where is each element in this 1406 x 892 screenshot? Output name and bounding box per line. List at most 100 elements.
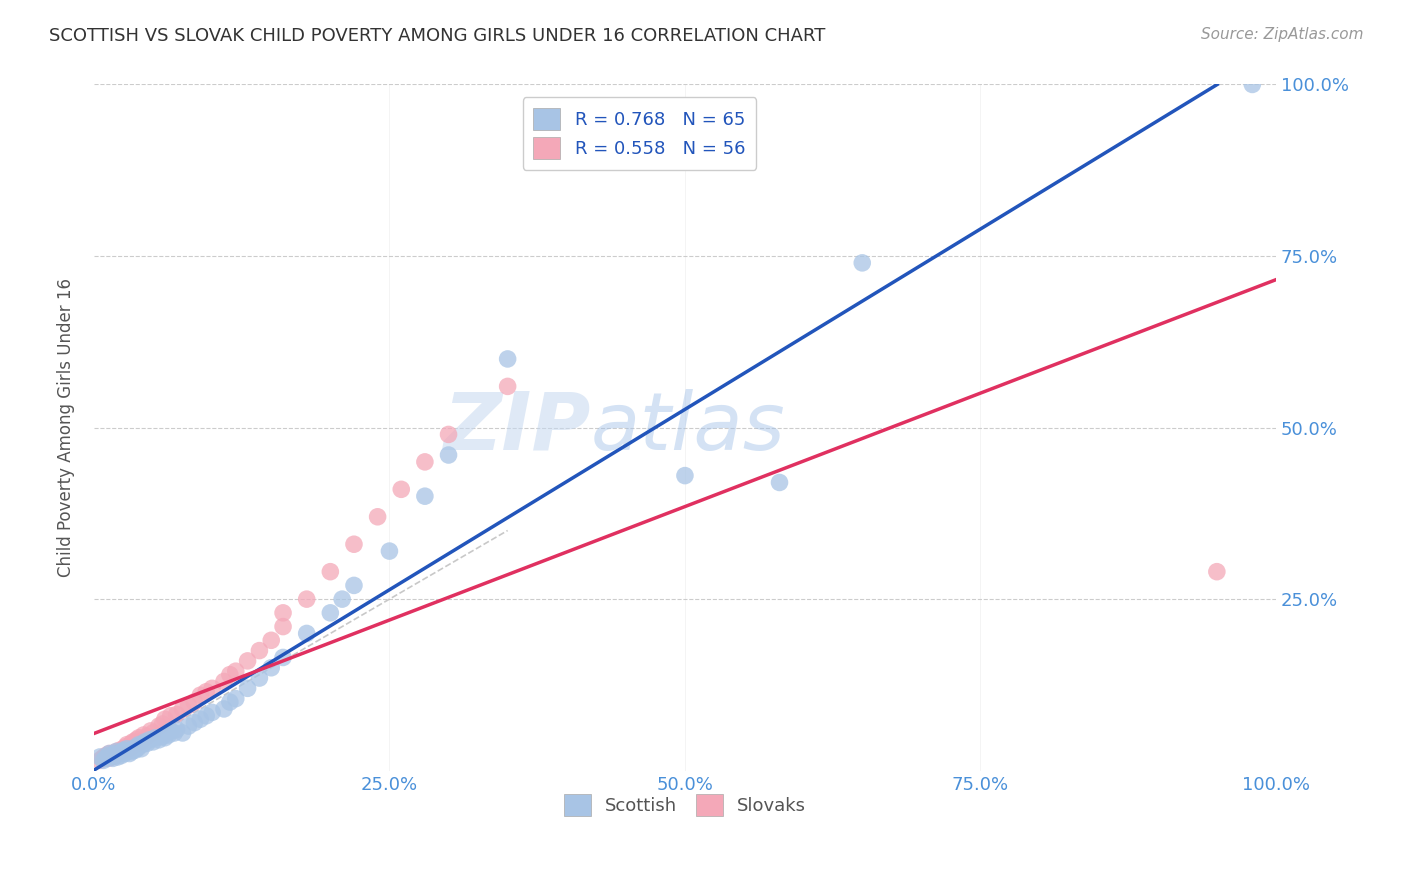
Point — [236, 654, 259, 668]
Point — [101, 747, 124, 761]
Point — [413, 455, 436, 469]
Point — [93, 753, 115, 767]
Point — [139, 723, 162, 738]
Point — [188, 688, 211, 702]
Point — [136, 730, 159, 744]
Point — [153, 712, 176, 726]
Point — [389, 483, 412, 497]
Point — [132, 728, 155, 742]
Point — [201, 706, 224, 720]
Point — [177, 719, 200, 733]
Point — [118, 741, 141, 756]
Point — [142, 735, 165, 749]
Point — [112, 741, 135, 756]
Point — [118, 747, 141, 761]
Point — [105, 744, 128, 758]
Point — [142, 726, 165, 740]
Point — [112, 743, 135, 757]
Point — [107, 747, 129, 761]
Point — [100, 750, 122, 764]
Point — [110, 744, 132, 758]
Point — [108, 743, 131, 757]
Point — [295, 592, 318, 607]
Point — [115, 741, 138, 756]
Point — [166, 707, 188, 722]
Point — [249, 671, 271, 685]
Point — [212, 702, 235, 716]
Point — [218, 695, 240, 709]
Point — [148, 719, 170, 733]
Point — [195, 685, 218, 699]
Point — [271, 619, 294, 633]
Point — [166, 723, 188, 737]
Point — [768, 475, 790, 490]
Point — [343, 537, 366, 551]
Point — [125, 732, 148, 747]
Point — [120, 743, 142, 757]
Point — [236, 681, 259, 696]
Point — [172, 702, 194, 716]
Text: Source: ZipAtlas.com: Source: ZipAtlas.com — [1201, 27, 1364, 42]
Point — [159, 708, 181, 723]
Point — [134, 735, 156, 749]
Point — [177, 698, 200, 713]
Text: ZIP: ZIP — [443, 389, 591, 467]
Point — [98, 747, 121, 761]
Point — [128, 731, 150, 745]
Point — [271, 650, 294, 665]
Point — [114, 747, 136, 761]
Point — [97, 751, 120, 765]
Point — [93, 750, 115, 764]
Point — [91, 751, 114, 765]
Point — [107, 750, 129, 764]
Point — [367, 509, 389, 524]
Point — [271, 606, 294, 620]
Point — [108, 747, 131, 761]
Point — [100, 750, 122, 764]
Point — [122, 741, 145, 756]
Point — [496, 351, 519, 366]
Point — [152, 717, 174, 731]
Point — [183, 695, 205, 709]
Point — [121, 744, 143, 758]
Point — [104, 747, 127, 761]
Point — [195, 708, 218, 723]
Point — [201, 681, 224, 696]
Point — [249, 643, 271, 657]
Point — [212, 674, 235, 689]
Point — [138, 732, 160, 747]
Point — [159, 723, 181, 738]
Y-axis label: Child Poverty Among Girls Under 16: Child Poverty Among Girls Under 16 — [58, 278, 75, 577]
Point — [157, 728, 180, 742]
Point — [124, 738, 146, 752]
Point — [105, 744, 128, 758]
Point — [145, 731, 167, 745]
Point — [103, 748, 125, 763]
Point — [94, 748, 117, 763]
Point — [115, 744, 138, 758]
Point — [101, 751, 124, 765]
Point — [129, 735, 152, 749]
Point — [260, 661, 283, 675]
Point — [89, 750, 111, 764]
Point — [673, 468, 696, 483]
Point — [129, 741, 152, 756]
Point — [378, 544, 401, 558]
Legend: Scottish, Slovaks: Scottish, Slovaks — [557, 787, 813, 823]
Point — [115, 738, 138, 752]
Point — [94, 751, 117, 765]
Point — [121, 736, 143, 750]
Point — [437, 427, 460, 442]
Point — [851, 256, 873, 270]
Text: atlas: atlas — [591, 389, 785, 467]
Point — [136, 736, 159, 750]
Point — [125, 739, 148, 754]
Point — [122, 735, 145, 749]
Point — [437, 448, 460, 462]
Point — [152, 730, 174, 744]
Point — [127, 741, 149, 756]
Point — [225, 691, 247, 706]
Point — [131, 738, 153, 752]
Point — [163, 726, 186, 740]
Text: SCOTTISH VS SLOVAK CHILD POVERTY AMONG GIRLS UNDER 16 CORRELATION CHART: SCOTTISH VS SLOVAK CHILD POVERTY AMONG G… — [49, 27, 825, 45]
